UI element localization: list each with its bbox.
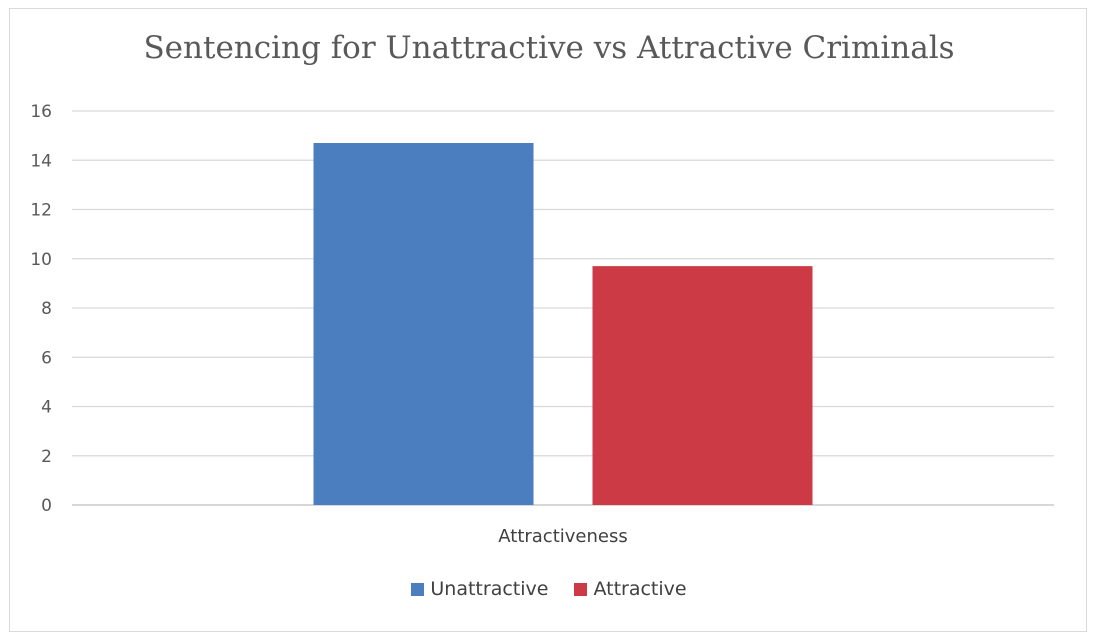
y-tick-label-14: 14	[30, 151, 52, 171]
legend-swatch-unattractive	[411, 582, 425, 596]
y-tick-label-12: 12	[30, 201, 52, 221]
y-tick-label-8: 8	[41, 299, 52, 319]
y-tick-label-10: 10	[30, 250, 52, 270]
chart-title: Sentencing for Unattractive vs Attractiv…	[143, 30, 955, 66]
legend-item-unattractive: Unattractive	[411, 578, 548, 600]
y-tick-label-4: 4	[41, 398, 52, 418]
y-tick-label-0: 0	[41, 496, 52, 516]
bar-attractive-attractiveness	[592, 266, 813, 505]
legend-swatch-attractive	[574, 582, 588, 596]
y-tick-label-2: 2	[41, 447, 52, 467]
x-category-label: Attractiveness	[498, 526, 627, 547]
legend-label-attractive: Attractive	[593, 578, 687, 600]
legend-label-unattractive: Unattractive	[430, 578, 549, 600]
chart-legend: Unattractive Attractive	[0, 578, 1098, 600]
y-tick-label-6: 6	[41, 348, 52, 368]
bar-unattractive-attractiveness	[313, 143, 534, 505]
y-tick-label-16: 16	[30, 102, 52, 122]
legend-item-attractive: Attractive	[574, 578, 687, 600]
chart-frame	[9, 8, 1087, 632]
